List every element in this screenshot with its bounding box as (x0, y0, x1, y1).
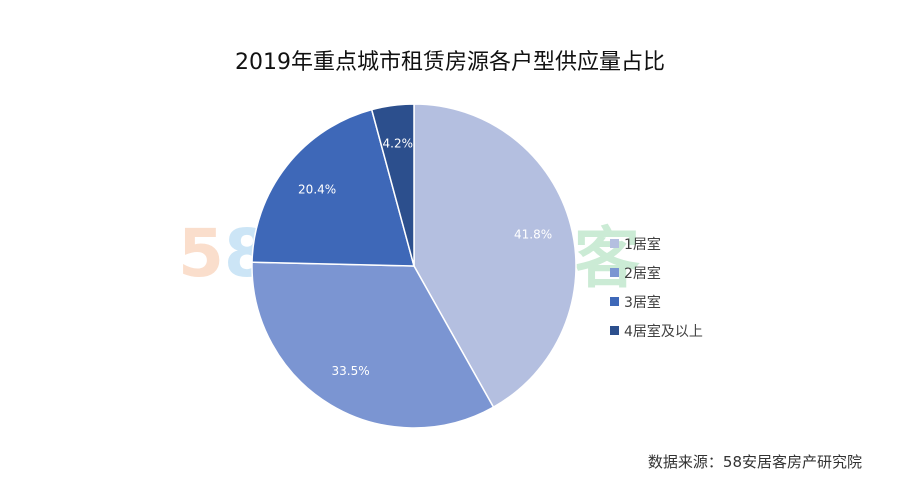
pie-slice-2 (251, 261, 495, 429)
legend-swatch-3 (610, 297, 619, 306)
chart-title: 2019年重点城市租赁房源各户型供应量占比 (235, 50, 665, 75)
legend-swatch-2 (610, 268, 619, 277)
pie-slice-3 (251, 108, 415, 267)
slice-label-1: 41.8% (514, 227, 552, 241)
legend-swatch-1 (610, 239, 619, 248)
slice-label-3: 20.4% (298, 183, 336, 197)
pie-slice-1 (413, 103, 577, 409)
slice-label-2: 33.5% (332, 364, 370, 378)
legend-label-1: 1居室 (624, 236, 661, 253)
slice-label-4: 4.2% (383, 136, 414, 150)
pie-slice-4 (370, 103, 415, 267)
legend-label-4: 4居室及以上 (624, 323, 703, 340)
legend-item-4: 4居室及以上 (610, 316, 703, 345)
legend-swatch-4 (610, 326, 619, 335)
legend-item-2: 2居室 (610, 258, 703, 287)
chart-legend: 1居室 2居室 3居室 4居室及以上 (610, 229, 703, 345)
legend-item-3: 3居室 (610, 287, 703, 316)
legend-label-3: 3居室 (624, 294, 661, 311)
legend-item-1: 1居室 (610, 229, 703, 258)
legend-label-2: 2居室 (624, 265, 661, 282)
data-source-note: 数据来源：58安居客房产研究院 (647, 453, 862, 471)
